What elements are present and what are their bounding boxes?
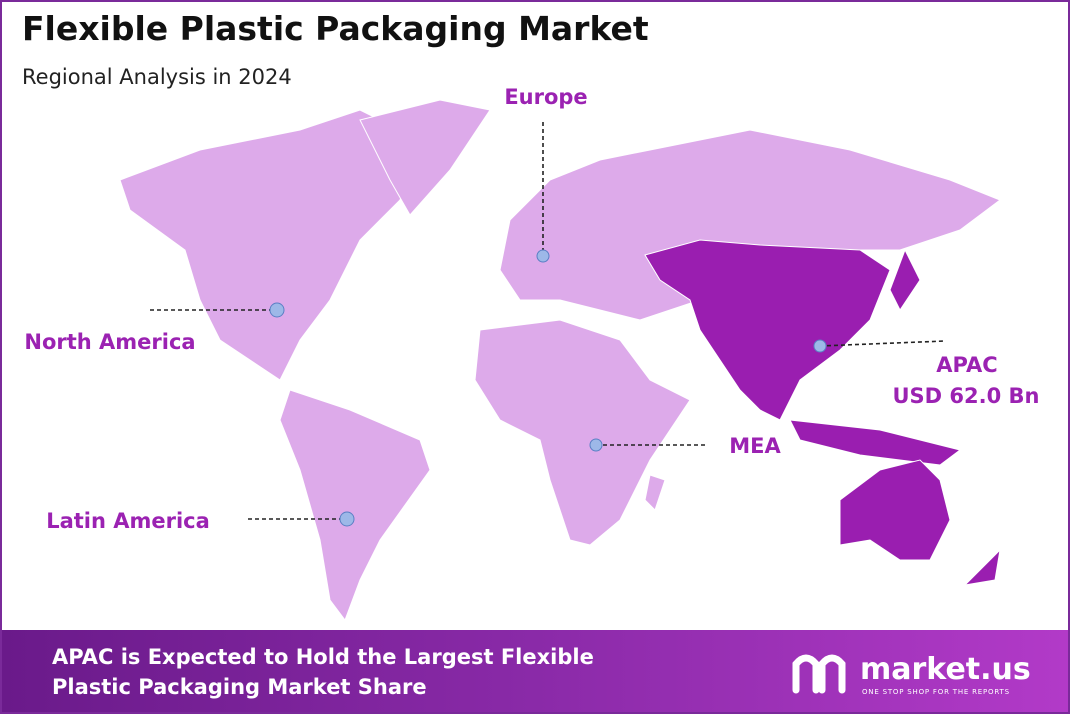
subtitle: Regional Analysis in 2024 [22, 65, 292, 89]
callouts [150, 122, 946, 527]
footer-text: Plastic Packaging Market Share [52, 675, 427, 699]
footer-text: APAC is Expected to Hold the Largest Fle… [52, 645, 594, 669]
region-label: MEA [729, 434, 781, 458]
highlight-label: APAC [936, 353, 997, 377]
region-label: North America [24, 330, 195, 354]
logo-icon [792, 654, 846, 694]
title: Flexible Plastic Packaging Market [22, 9, 649, 48]
footer-band [2, 630, 1068, 712]
region-label: Latin America [46, 509, 210, 533]
logo: market.us ONE STOP SHOP FOR THE REPORTS [792, 652, 1031, 696]
marker [339, 511, 355, 527]
logo-name: market.us [860, 652, 1031, 687]
logo-tagline: ONE STOP SHOP FOR THE REPORTS [862, 688, 1010, 696]
region-label: Europe [504, 85, 587, 109]
world-map [119, 99, 1002, 622]
highlight-value: USD 62.0 Bn [893, 384, 1040, 408]
marker [269, 302, 285, 318]
marker [536, 249, 550, 263]
marker [589, 438, 603, 452]
marker [813, 339, 827, 353]
